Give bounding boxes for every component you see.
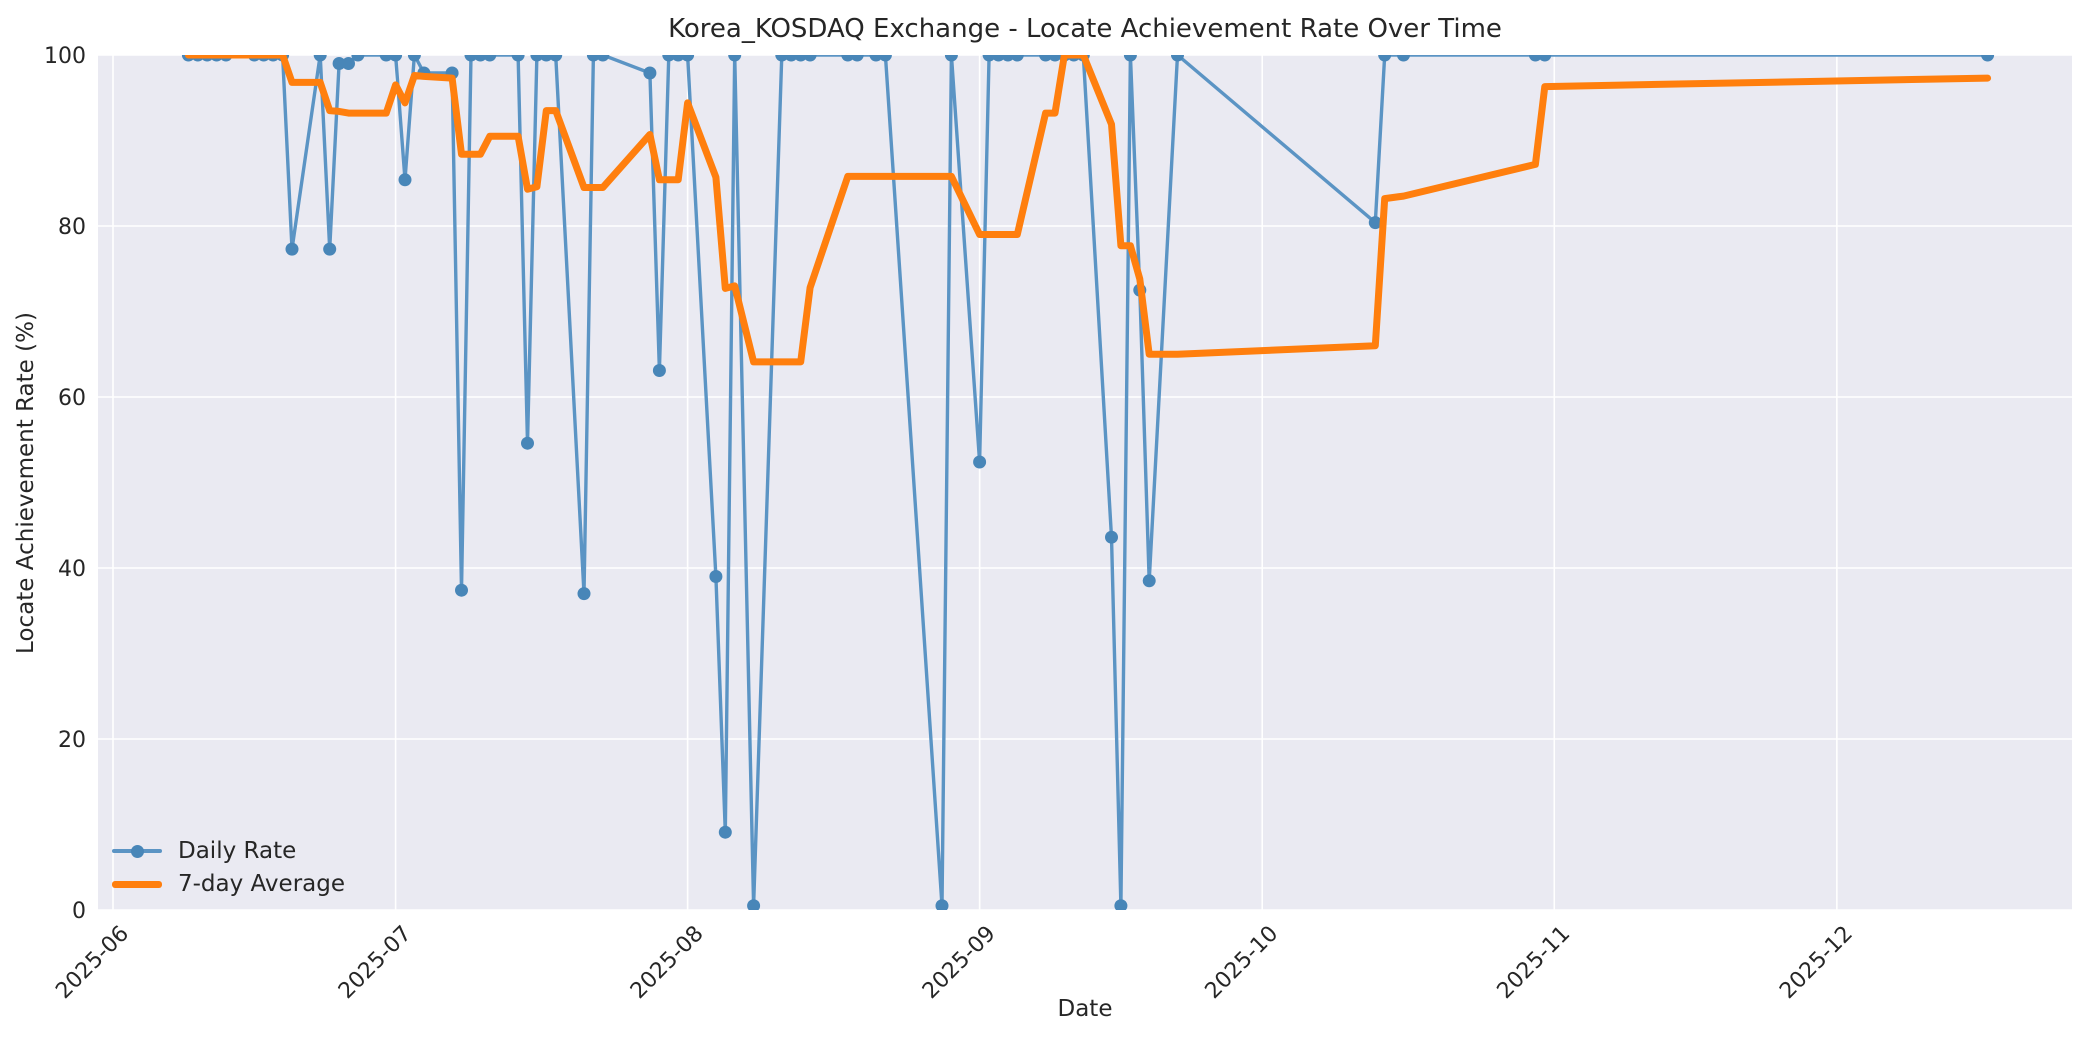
y-tick-label: 0: [72, 899, 86, 924]
data-point-marker: [1397, 55, 1410, 62]
data-point-marker: [973, 455, 987, 469]
x-axis-label: Date: [1057, 996, 1113, 1022]
data-point-marker: [944, 55, 958, 62]
y-tick-label: 80: [58, 215, 86, 240]
data-point-marker: [313, 55, 327, 62]
legend: Daily Rate 7-day Average: [112, 838, 345, 897]
data-point-marker: [728, 55, 742, 62]
data-point-marker: [747, 899, 761, 910]
data-point-marker: [643, 66, 657, 80]
data-point-marker: [521, 436, 534, 450]
data-point-marker: [1171, 55, 1184, 62]
plot-area: [98, 55, 2072, 910]
data-point-marker: [709, 570, 723, 583]
data-point-marker: [1538, 55, 1552, 62]
y-tick-label: 100: [44, 44, 86, 69]
data-point-marker: [1114, 899, 1128, 910]
seven-day-average-line: [184, 55, 1992, 366]
x-tick-label: 2025-11: [1493, 921, 1576, 1004]
x-axis: 2025-06 2025-07 2025-08 2025-09 2025-10 2025-…: [51, 921, 1858, 1004]
y-axis: 0 20 40 60 80 100: [44, 44, 86, 924]
data-point-marker: [1010, 55, 1024, 62]
y-tick-label: 60: [58, 386, 86, 411]
chart-title: Korea_KOSDAQ Exchange - Locate Achieveme…: [668, 14, 1502, 44]
data-point-marker: [596, 55, 610, 62]
data-point-marker: [455, 583, 468, 597]
data-point-marker: [1123, 55, 1137, 62]
data-point-marker: [718, 825, 732, 839]
data-point-marker: [1378, 55, 1392, 62]
data-point-marker: [342, 57, 355, 70]
data-point-marker: [1142, 574, 1156, 588]
daily-rate-line-icon: [112, 838, 162, 864]
data-point-marker: [1368, 216, 1382, 230]
x-tick-label: 2025-12: [1775, 921, 1858, 1004]
x-tick-label: 2025-06: [51, 921, 134, 1004]
data-point-marker: [577, 587, 591, 601]
gridlines: [98, 54, 2072, 911]
data-point-marker: [398, 173, 412, 187]
data-point-marker: [681, 55, 695, 62]
x-tick-label: 2025-10: [1201, 921, 1284, 1004]
legend-item-7-day-average: 7-day Average: [112, 871, 345, 897]
series-layer: [181, 55, 1995, 910]
data-point-marker: [878, 55, 892, 62]
legend-item-daily-rate: Daily Rate: [112, 838, 345, 864]
legend-label: 7-day Average: [178, 871, 345, 897]
data-point-marker: [803, 55, 817, 62]
x-tick-label: 2025-09: [918, 921, 1001, 1004]
data-point-marker: [389, 55, 403, 62]
data-point-marker: [652, 364, 666, 377]
y-axis-label: Locate Achievement Rate (%): [13, 312, 39, 654]
data-point-marker: [407, 55, 421, 62]
data-point-marker: [850, 55, 864, 62]
data-point-marker: [1105, 530, 1118, 544]
data-point-marker: [935, 899, 949, 910]
x-tick-label: 2025-08: [626, 921, 709, 1004]
data-point-marker: [511, 55, 525, 62]
seven-day-average-line-icon: [112, 871, 162, 897]
y-tick-label: 40: [58, 557, 86, 582]
y-tick-label: 20: [58, 728, 86, 753]
data-point-marker: [549, 55, 563, 62]
data-point-marker: [285, 242, 299, 256]
data-point-marker: [1981, 55, 1995, 62]
x-tick-label: 2025-07: [334, 921, 417, 1004]
legend-label: Daily Rate: [178, 838, 297, 864]
data-point-marker: [332, 57, 346, 70]
data-point-marker: [483, 55, 497, 62]
data-point-marker: [351, 55, 365, 62]
data-point-marker: [323, 242, 337, 256]
